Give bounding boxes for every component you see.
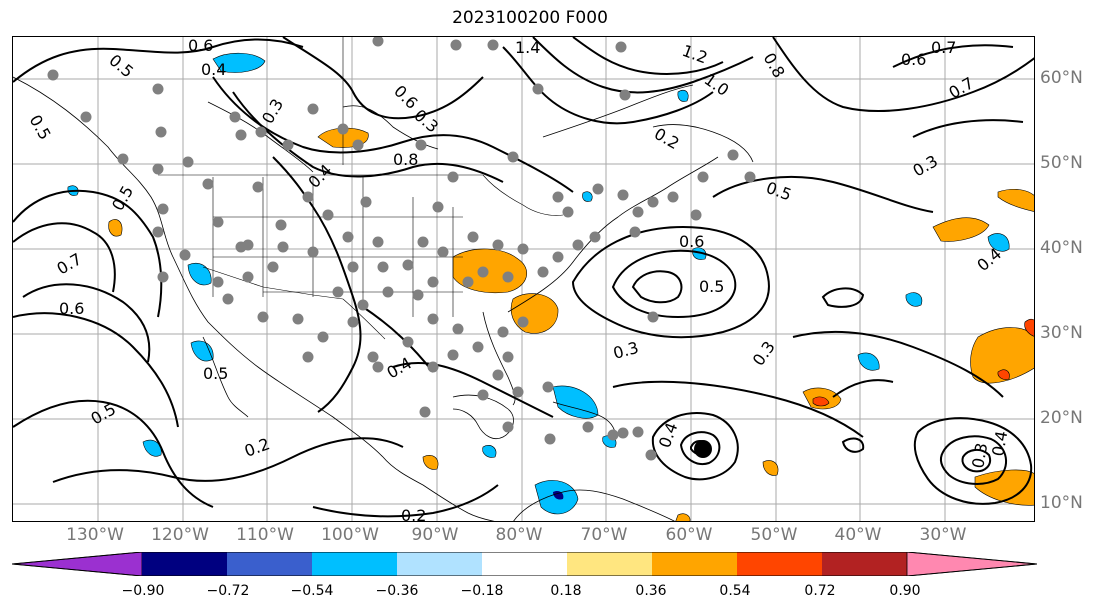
coastlines [13, 76, 754, 521]
contour-label: 0.3 [910, 151, 942, 180]
colorbar-tick-label: 0.36 [635, 583, 667, 599]
map-title: 2023100200 F000 [452, 8, 608, 28]
lat-label: 40°N [1040, 238, 1083, 258]
lon-label: 30°W [919, 525, 967, 545]
contour-label: 0.4 [201, 60, 226, 79]
contour-label: 0.2 [651, 124, 683, 153]
lon-label: 80°W [495, 525, 543, 545]
colorbar-segment [142, 552, 227, 576]
colorbar [12, 552, 1037, 576]
lon-label: 70°W [580, 525, 628, 545]
lon-label: 90°W [411, 525, 459, 545]
contour-label: 0.4 [988, 429, 1011, 457]
contour-label: 0.3 [749, 338, 779, 370]
colorbar-segment [652, 552, 737, 576]
station-markers [47, 37, 756, 461]
colorbar-tick-label: −0.72 [206, 583, 250, 599]
contour-label: 0.7 [54, 249, 86, 278]
colorbar-segment [567, 552, 652, 576]
lon-label: 50°W [750, 525, 798, 545]
lat-label: 60°N [1040, 68, 1083, 88]
contour-label: 0.7 [946, 73, 978, 102]
contour-label: 0.7 [931, 38, 956, 57]
colorbar-segment [482, 552, 567, 576]
contour-label: 0.5 [105, 51, 137, 82]
contour-label: 0.4 [655, 420, 682, 450]
contour-label: 0.6 [901, 50, 926, 69]
contour-label: 0.6 [188, 37, 213, 55]
lon-label: 110°W [236, 525, 294, 545]
contour-label: 0.6 [59, 299, 84, 318]
colorbar-segment [12, 552, 143, 576]
contour-label: 0.5 [108, 182, 137, 214]
lon-label: 60°W [665, 525, 713, 545]
lat-label: 10°N [1040, 493, 1083, 513]
colorbar-segment [312, 552, 397, 576]
lon-label: 130°W [66, 525, 124, 545]
colorbar-tick-label: 0.54 [719, 583, 751, 599]
colorbar-segment [906, 552, 1037, 576]
contour-label: 0.6 [390, 81, 421, 112]
colorbar-tick-label: 0.90 [889, 583, 921, 599]
contour-label: 0.5 [203, 364, 228, 383]
colorbar-tick-label: −0.90 [121, 583, 165, 599]
shaded-negative [67, 52, 1010, 515]
shaded-positive [108, 127, 1034, 521]
lon-label: 120°W [151, 525, 209, 545]
contour-label: 0.5 [26, 112, 55, 144]
lon-label: 100°W [321, 525, 379, 545]
contour-label: 1.2 [680, 41, 710, 68]
shaded-deep-negative [553, 490, 564, 500]
lat-label: 20°N [1040, 408, 1083, 428]
map-canvas: 0.6 0.5 0.4 0.3 1.4 1.2 1.0 0.8 0.7 0.6 … [13, 37, 1034, 522]
contour-label: 0.5 [88, 399, 120, 428]
contour-label: 0.6 [679, 232, 704, 251]
colorbar-segment [737, 552, 822, 576]
contour-label: 0.2 [401, 506, 426, 522]
map-panel: 0.6 0.5 0.4 0.3 1.4 1.2 1.0 0.8 0.7 0.6 … [12, 36, 1035, 522]
colorbar-tick-label: 0.72 [804, 583, 836, 599]
colorbar-segments [12, 552, 1037, 576]
colorbar-tick-label: 0.18 [550, 583, 582, 599]
contour-label: 0.2 [242, 434, 272, 461]
colorbar-tick-label: −0.54 [290, 583, 334, 599]
contour-label: 1.4 [515, 38, 540, 57]
colorbar-segment [397, 552, 482, 576]
colorbar-segment [822, 552, 907, 576]
storm-center-marker [694, 440, 712, 458]
colorbar-tick-label: −0.18 [460, 583, 504, 599]
lat-label: 30°N [1040, 323, 1083, 343]
contour-label: 1.0 [701, 70, 733, 100]
contour-label: 0.5 [699, 277, 724, 296]
lon-label: 40°W [834, 525, 882, 545]
contour-label: 0.3 [611, 338, 641, 363]
contour-label: 0.3 [968, 441, 991, 469]
colorbar-tick-label: −0.36 [375, 583, 419, 599]
shaded-strong-positive [812, 318, 1034, 407]
contour-label: 0.4 [384, 353, 416, 382]
contour-label: 0.3 [258, 95, 287, 127]
political-borders [158, 37, 564, 340]
contour-label: 0.5 [764, 178, 794, 205]
lat-label: 50°N [1040, 153, 1083, 173]
colorbar-segment [227, 552, 312, 576]
contour-label: 0.8 [393, 150, 418, 169]
